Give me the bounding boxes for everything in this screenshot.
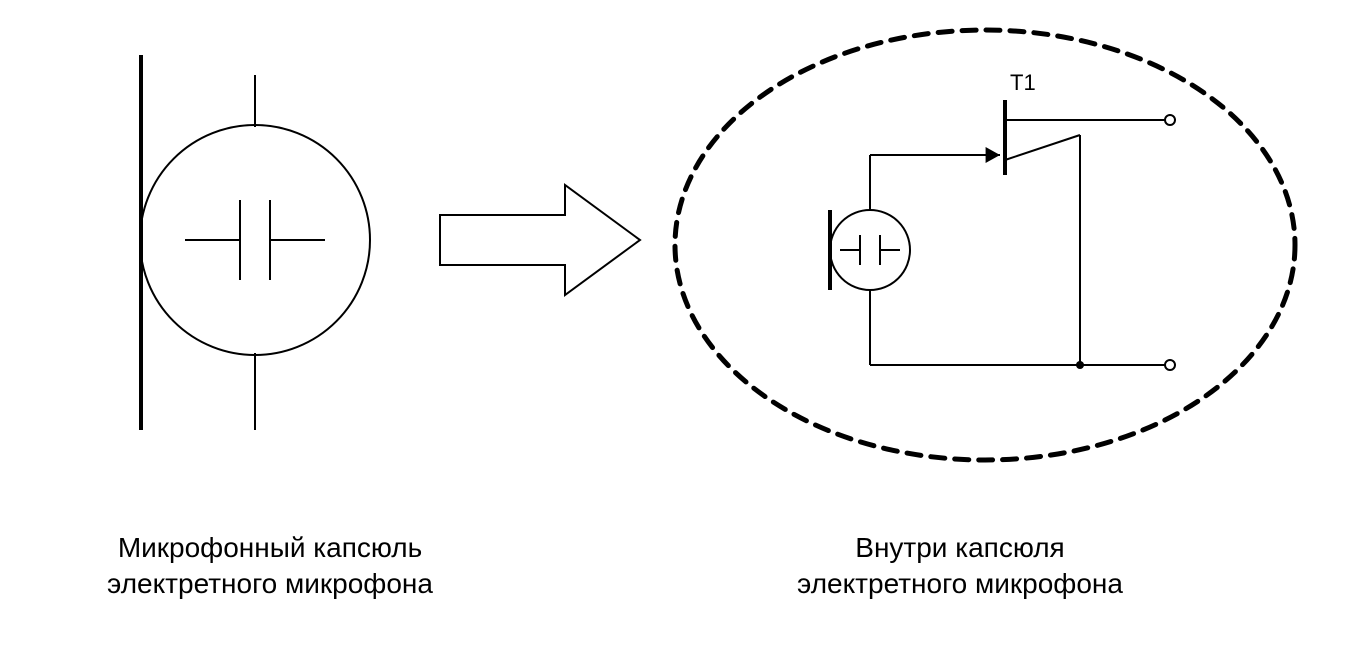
left-caption-line2: электретного микрофона (107, 568, 433, 599)
left-caption-line1: Микрофонный капсюль (118, 532, 422, 563)
right-caption-line1: Внутри капсюля (855, 532, 1064, 563)
right-caption: Внутри капсюля электретного микрофона (780, 530, 1140, 603)
diagram-root: T1 Микрофонный капсюль электретного микр… (0, 0, 1358, 661)
transistor-label: T1 (1010, 70, 1036, 95)
right-caption-line2: электретного микрофона (797, 568, 1123, 599)
left-caption: Микрофонный капсюль электретного микрофо… (90, 530, 450, 603)
